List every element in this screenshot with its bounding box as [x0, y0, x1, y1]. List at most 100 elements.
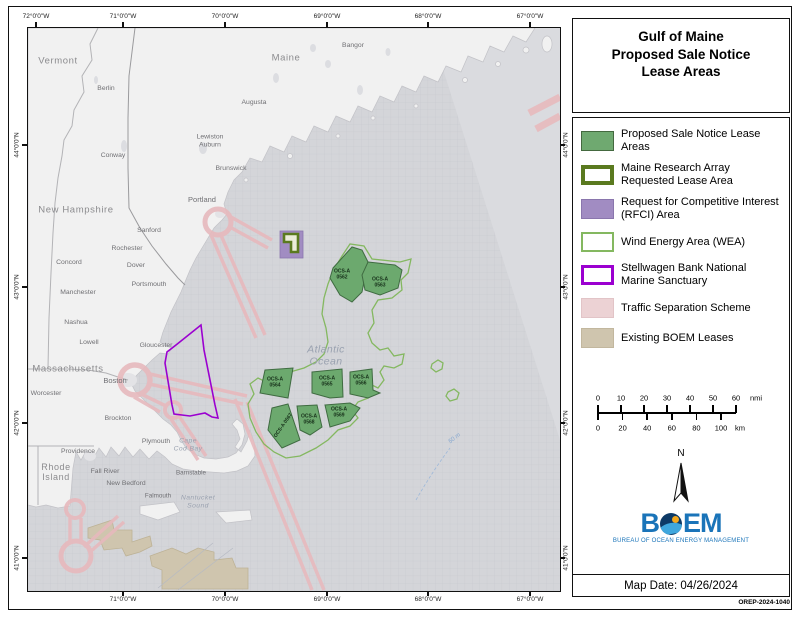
stellwagen-sanctuary-outline: [164, 323, 220, 419]
lake: [310, 44, 316, 52]
scale-bar-element: [643, 405, 645, 413]
boem-logo: B EM BUREAU OF OCEAN ENERGY MANAGEMENT: [596, 510, 766, 545]
legend-swatch-proposed-lease: [581, 130, 614, 151]
legend-label: Request for Competitive Interest (RFCI) …: [621, 196, 779, 221]
scale-bar-element: 60: [731, 393, 741, 403]
boem-wave-icon: [660, 512, 682, 535]
page-border: [8, 6, 792, 610]
cable-corridor-lines: [157, 542, 234, 591]
legend-item-proposed-lease: Proposed Sale Notice Lease Areas: [581, 128, 781, 154]
scale-bar-element: 40: [643, 423, 652, 433]
north-label: N: [677, 448, 685, 459]
scale-bar-element: [597, 405, 599, 413]
island: [541, 35, 553, 53]
divider: [573, 574, 789, 575]
scale-bar-element: 10: [616, 393, 626, 403]
island: [335, 133, 341, 139]
map-canvas: Vermont Maine New Hampshire Massachusetts Rh…: [27, 27, 561, 592]
scale-bar-element: 20: [639, 393, 649, 403]
legend-item-tss: Traffic Separation Scheme: [581, 298, 781, 318]
legend-swatch-wea: [581, 232, 614, 252]
legend-panel: Proposed Sale Notice Lease Areas Maine R…: [572, 117, 790, 597]
island: [495, 61, 501, 67]
depth-contour: [415, 447, 451, 501]
island: [287, 153, 293, 159]
scale-bar-element: 20: [618, 423, 627, 433]
legend-label: Existing BOEM Leases: [621, 331, 734, 344]
island: [243, 177, 249, 183]
scale-bar-element: 0: [595, 393, 601, 403]
boem-letter-b: B: [640, 508, 660, 538]
traffic-separation-scheme: [58, 93, 560, 591]
lease-area-ocs-a-0567: [267, 403, 301, 449]
scale-bar: 0 10 20 30 40 50 60 nmi 0 20 40 60 80 100 km: [576, 391, 788, 435]
nantucket-island: [215, 509, 253, 524]
scale-bar-element: [646, 412, 648, 420]
lease-area-ocs-a-0562: [329, 246, 369, 303]
legend-item-maine-research-array: Maine Research Array Requested Lease Are…: [581, 162, 781, 188]
map-title-line: Gulf of Maine: [638, 29, 724, 44]
ocean-beyond-boundary: [430, 28, 560, 440]
scale-bar-element: 60: [667, 423, 676, 433]
lake: [121, 140, 127, 152]
state-boundary: [47, 28, 99, 369]
scale-bar-element: [695, 412, 698, 420]
scale-bar-element: 50: [708, 393, 718, 403]
lease-area-ocs-a-0566: [349, 368, 382, 399]
legend-label: Wind Energy Area (WEA): [621, 235, 746, 248]
map-graphics: [28, 28, 560, 591]
marthas-vineyard-island: [139, 501, 181, 521]
state-boundary: [127, 28, 186, 286]
scale-bar-element: 30: [662, 393, 672, 403]
legend-item-stellwagen: Stellwagen Bank National Marine Sanctuar…: [581, 262, 781, 288]
wind-energy-area-outline: [430, 359, 444, 373]
scale-bar-element: [720, 412, 722, 420]
map-title-line: Proposed Sale Notice: [611, 46, 751, 62]
island: [370, 115, 376, 121]
lease-area-ocs-a-0569: [324, 402, 361, 428]
legend-label: Stellwagen Bank National Marine Sanctuar…: [621, 262, 747, 287]
scale-bar-element: km: [735, 423, 745, 433]
north-arrow-icon: [673, 462, 689, 503]
island: [413, 103, 419, 109]
boem-wordmark: B EM: [596, 510, 766, 537]
legend-item-existing-leases: Existing BOEM Leases: [581, 328, 781, 348]
lease-area-ocs-a-0565: [311, 368, 344, 399]
wind-energy-area-outline: [445, 388, 460, 402]
title-box: Gulf of Maine Proposed Sale Notice Lease…: [572, 18, 790, 113]
sun-icon: [672, 515, 679, 523]
north-arrow: N: [666, 448, 696, 512]
mainland: [28, 28, 536, 509]
proposed-lease-areas: [259, 246, 403, 449]
boem-subtext: BUREAU OF OCEAN ENERGY MANAGEMENT: [612, 538, 750, 544]
map-date: Map Date: 04/26/2024: [624, 580, 738, 592]
legend-swatch-stellwagen: [581, 264, 614, 285]
lake: [273, 73, 279, 83]
scale-bar-element: [735, 405, 737, 413]
map-title-line: Lease Areas: [641, 64, 721, 80]
scale-bar-element: [621, 412, 624, 420]
legend-label: Maine Research Array Requested Lease Are…: [621, 162, 733, 187]
scale-bar-element: [620, 405, 622, 413]
scale-bar-element: 0: [595, 423, 601, 433]
wave-icon: [660, 520, 682, 535]
scale-bar-element: [671, 412, 673, 420]
existing-boem-leases-area: [149, 547, 249, 590]
scale-bar-element: nmi: [749, 393, 763, 403]
lease-area-ocs-a-0564: [259, 367, 294, 399]
scale-bar-element: [597, 412, 599, 420]
lake: [357, 85, 363, 95]
island: [522, 46, 530, 54]
legend-swatch-rfci: [581, 198, 614, 219]
state-boundary: [28, 445, 94, 505]
maine-research-array-area: [282, 232, 300, 254]
legend-swatch-tss: [581, 298, 614, 318]
legend-swatch-maine-research-array: [581, 164, 614, 185]
legend-label: Proposed Sale Notice Lease Areas: [621, 128, 761, 153]
scale-bar-element: [712, 405, 714, 413]
legend-swatch-existing-leases: [581, 328, 614, 348]
lease-area-ocs-a-0563: [361, 261, 403, 296]
legend-item-wea: Wind Energy Area (WEA): [581, 232, 781, 252]
scale-bar-element: 80: [692, 423, 701, 433]
lake: [94, 76, 98, 84]
